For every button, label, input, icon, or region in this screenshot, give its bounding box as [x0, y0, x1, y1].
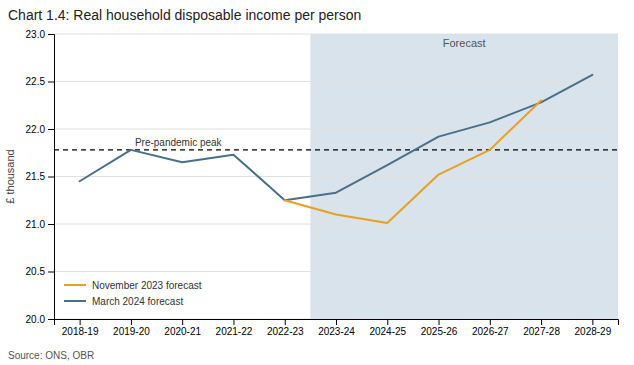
x-tick: 2020-21 — [164, 319, 201, 337]
x-tick-label: 2025-26 — [421, 326, 458, 337]
x-tick-mark — [285, 319, 286, 325]
x-tick-mark — [131, 319, 132, 325]
x-tick: 2023-24 — [318, 319, 355, 337]
y-tick-label: 23.0 — [26, 29, 46, 40]
x-tick-mark — [439, 319, 440, 325]
x-tick: 2025-26 — [421, 319, 458, 337]
x-tick-label: 2022-23 — [267, 326, 304, 337]
x-tick: 2026-27 — [472, 319, 509, 337]
y-tick-mark — [48, 224, 54, 225]
legend: November 2023 forecast March 2024 forecas… — [64, 280, 202, 307]
reference-line — [54, 149, 618, 150]
x-tick: 2028-29 — [575, 319, 612, 337]
x-tick-label: 2024-25 — [369, 326, 406, 337]
y-tick: 20.0 — [26, 314, 54, 325]
x-tick-label: 2020-21 — [164, 326, 201, 337]
source: Source: ONS, OBR — [8, 350, 94, 361]
y-tick-mark — [48, 129, 54, 130]
legend-swatch — [64, 284, 86, 286]
grid-line — [54, 176, 618, 177]
x-tick-label: 2026-27 — [472, 326, 509, 337]
y-tick-mark — [48, 272, 54, 273]
x-tick-mark — [490, 319, 491, 325]
grid-line — [54, 129, 618, 130]
grid-line — [54, 81, 618, 82]
x-tick-mark — [541, 319, 542, 325]
x-tick-mark — [80, 319, 81, 325]
grid-line — [54, 34, 618, 35]
x-tick-mark — [182, 319, 183, 325]
x-tick: 2019-20 — [113, 319, 150, 337]
x-axis: 2018-19 2019-20 2020-21 2021-22 2022-23 2023-… — [55, 319, 619, 337]
y-tick-mark — [48, 319, 54, 320]
x-tick-mark — [592, 319, 593, 325]
x-tick-label: 2028-29 — [575, 326, 612, 337]
title: Chart 1.4: Real household disposable inc… — [8, 7, 361, 23]
x-tick-label: 2019-20 — [113, 326, 150, 337]
y-tick: 22.5 — [26, 76, 54, 87]
y-tick: 20.5 — [26, 266, 54, 277]
x-tick-mark — [336, 319, 337, 325]
x-tick-label: 2018-19 — [62, 326, 99, 337]
x-tick-label: 2021-22 — [216, 326, 253, 337]
y-axis-title: £ thousand — [4, 149, 16, 203]
chart: 20.0 20.5 21.0 21.5 22.0 22.5 23.0 2018-19 2019-… — [0, 0, 634, 365]
y-tick: 21.0 — [26, 219, 54, 230]
y-tick-label: 22.5 — [26, 76, 46, 87]
y-tick: 22.0 — [26, 124, 54, 135]
series-line — [285, 101, 541, 224]
y-tick: 23.0 — [26, 29, 54, 40]
grid-line — [54, 224, 618, 225]
x-tick: 2021-22 — [216, 319, 253, 337]
y-tick-label: 22.0 — [26, 124, 46, 135]
x-tick: 2022-23 — [267, 319, 304, 337]
annotation: Forecast — [443, 37, 486, 49]
legend-label: November 2023 forecast — [92, 280, 202, 291]
texts: Pre-pandemic peak Forecast Chart 1.4: Real… — [4, 7, 486, 361]
grid — [54, 34, 618, 319]
x-tick-mark — [387, 319, 388, 325]
y-tick-label: 21.0 — [26, 219, 46, 230]
y-axis: 20.0 20.5 21.0 21.5 22.0 22.5 23.0 — [26, 29, 55, 325]
y-tick-label: 20.5 — [26, 266, 46, 277]
y-tick-mark — [48, 177, 54, 178]
y-tick-label: 21.5 — [26, 171, 46, 182]
y-tick-mark — [48, 82, 54, 83]
y-tick-mark — [48, 34, 54, 35]
x-tick: 2024-25 — [369, 319, 406, 337]
reference-label: Pre-pandemic peak — [135, 137, 223, 148]
y-axis-line — [48, 35, 55, 320]
series-line — [80, 75, 593, 200]
x-axis-line — [55, 320, 619, 326]
x-tick-label: 2023-24 — [318, 326, 355, 337]
plot-area — [54, 75, 618, 223]
legend-label: March 2024 forecast — [92, 296, 183, 307]
y-tick-label: 20.0 — [26, 314, 46, 325]
legend-swatch — [64, 300, 86, 302]
x-tick: 2018-19 — [62, 319, 99, 337]
x-tick-label: 2027-28 — [523, 326, 560, 337]
y-tick: 21.5 — [26, 171, 54, 182]
x-tick-mark — [233, 319, 234, 325]
x-tick: 2027-28 — [523, 319, 560, 337]
grid-line — [54, 271, 618, 272]
